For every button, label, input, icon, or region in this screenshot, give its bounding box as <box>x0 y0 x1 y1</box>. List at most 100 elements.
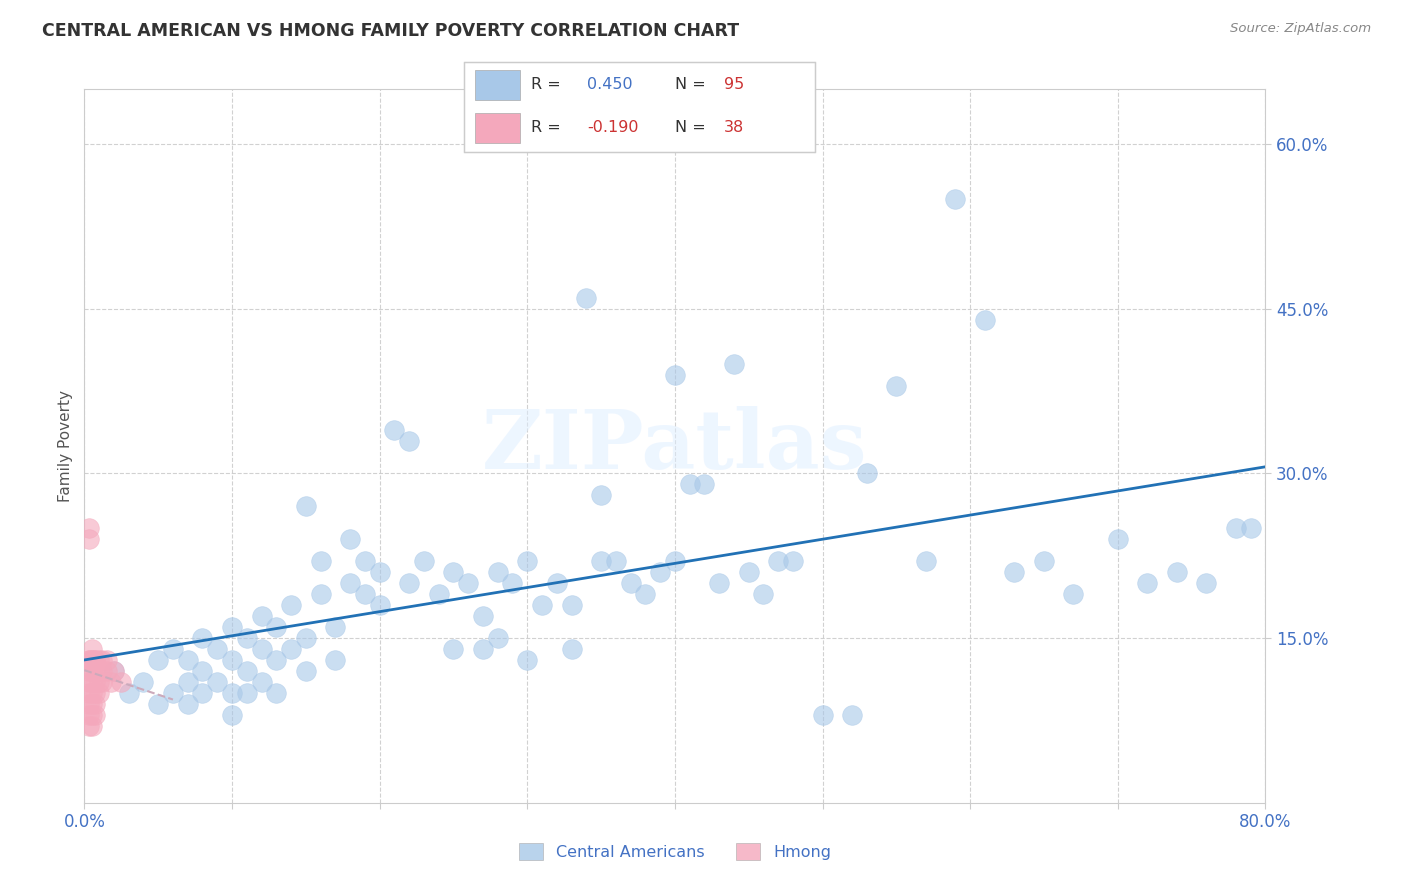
Point <box>83 664 105 678</box>
Point <box>80 719 103 733</box>
Point <box>295 500 318 514</box>
Point <box>280 598 302 612</box>
Point <box>207 675 229 690</box>
Point <box>309 587 332 601</box>
Point <box>605 554 627 568</box>
Point <box>77 675 100 690</box>
Point <box>80 697 103 711</box>
Point <box>427 587 450 601</box>
Point <box>1240 521 1263 535</box>
Point <box>664 368 686 382</box>
Point <box>91 664 114 678</box>
Point <box>1107 533 1129 547</box>
Point <box>83 697 105 711</box>
Point <box>191 664 214 678</box>
Point <box>295 664 318 678</box>
Point <box>177 675 200 690</box>
Point <box>974 312 997 326</box>
Point <box>177 653 200 667</box>
Point <box>162 642 184 657</box>
Point <box>148 697 170 711</box>
Point <box>80 708 103 723</box>
Text: -0.190: -0.190 <box>588 120 638 135</box>
Text: ZIPatlas: ZIPatlas <box>482 406 868 486</box>
Point <box>118 686 141 700</box>
Point <box>87 675 111 690</box>
Point <box>266 686 288 700</box>
Point <box>516 653 538 667</box>
Point <box>546 576 568 591</box>
Point <box>398 434 420 448</box>
Point <box>1166 566 1188 580</box>
Text: 0.450: 0.450 <box>588 78 633 92</box>
Point <box>83 708 105 723</box>
Point <box>221 620 243 634</box>
Point <box>531 598 554 612</box>
Point <box>103 664 125 678</box>
Text: CENTRAL AMERICAN VS HMONG FAMILY POVERTY CORRELATION CHART: CENTRAL AMERICAN VS HMONG FAMILY POVERTY… <box>42 22 740 40</box>
Point <box>96 664 118 678</box>
Bar <box>475 70 520 100</box>
Point <box>738 566 761 580</box>
Point <box>221 686 243 700</box>
Point <box>1136 576 1159 591</box>
Point <box>413 554 436 568</box>
Point <box>650 566 672 580</box>
Point <box>782 554 804 568</box>
Point <box>100 675 122 690</box>
Point <box>83 653 105 667</box>
Point <box>96 653 118 667</box>
Point <box>83 653 105 667</box>
Legend: Central Americans, Hmong: Central Americans, Hmong <box>512 837 838 866</box>
Point <box>80 653 103 667</box>
Point <box>77 653 100 667</box>
Point <box>472 642 495 657</box>
Text: N =: N = <box>675 120 706 135</box>
Point <box>1195 576 1218 591</box>
Text: 95: 95 <box>724 78 744 92</box>
Point <box>80 686 103 700</box>
Point <box>679 477 702 491</box>
Point <box>77 653 100 667</box>
Point <box>325 653 347 667</box>
Point <box>177 697 200 711</box>
Text: R =: R = <box>531 78 561 92</box>
Point <box>91 675 114 690</box>
Point <box>280 642 302 657</box>
Point <box>443 642 465 657</box>
Y-axis label: Family Poverty: Family Poverty <box>58 390 73 502</box>
Point <box>250 675 273 690</box>
Point <box>266 620 288 634</box>
Point <box>236 631 259 645</box>
Point <box>1225 521 1247 535</box>
Point <box>77 697 100 711</box>
Point <box>693 477 716 491</box>
Point <box>382 423 406 437</box>
Point <box>309 554 332 568</box>
Point <box>191 686 214 700</box>
Point <box>83 686 105 700</box>
Point <box>486 631 509 645</box>
Point <box>91 653 114 667</box>
Point <box>80 653 103 667</box>
Point <box>83 675 105 690</box>
Point <box>886 378 908 392</box>
Point <box>1063 587 1085 601</box>
Point <box>620 576 643 591</box>
Point <box>80 642 103 657</box>
Point <box>457 576 479 591</box>
Point <box>398 576 420 591</box>
Point <box>856 467 879 481</box>
Point <box>87 686 111 700</box>
Point <box>325 620 347 634</box>
Point <box>339 533 361 547</box>
Point <box>103 664 125 678</box>
Point <box>87 664 111 678</box>
Text: Source: ZipAtlas.com: Source: ZipAtlas.com <box>1230 22 1371 36</box>
Point <box>77 664 100 678</box>
Point <box>295 631 318 645</box>
Point <box>664 554 686 568</box>
Point <box>486 566 509 580</box>
Point <box>221 653 243 667</box>
Text: 38: 38 <box>724 120 744 135</box>
